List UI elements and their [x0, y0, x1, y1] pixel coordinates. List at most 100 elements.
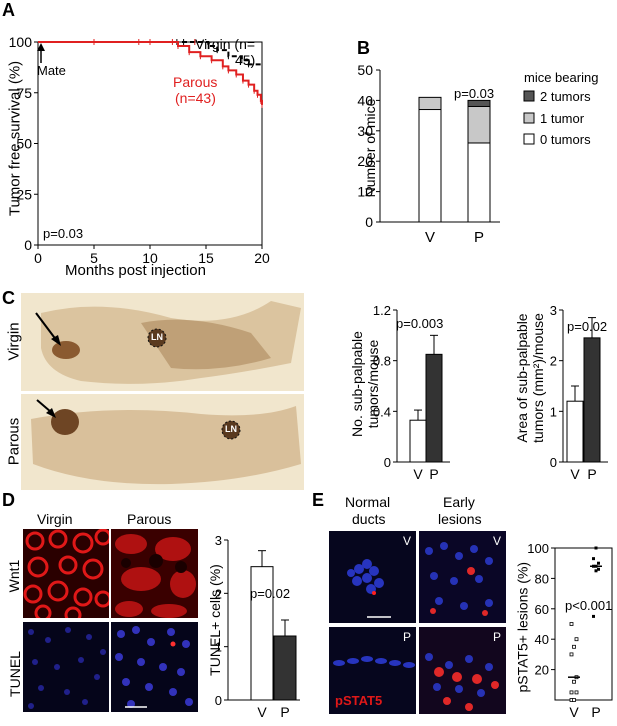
- legend-title: mice bearing: [524, 70, 599, 85]
- pstat5-y-tick-label: 20: [535, 663, 549, 678]
- mate-label: Mate: [37, 63, 66, 78]
- mice-pvalue: p=0.03: [454, 86, 495, 101]
- subpalpable-area-y-tick-label: 1: [550, 404, 557, 419]
- subpalpable-area-y-tick-label: 0: [550, 455, 557, 470]
- survival-x-axis-label: Months post injection: [65, 262, 206, 279]
- subpalpable-count-y-tick-label: 0: [384, 455, 391, 470]
- subpalpable-area-y-label-line2: tumors (mm²)/mouse: [530, 313, 546, 443]
- pstat5-point-p: [594, 569, 598, 573]
- legend-0-tumors: 0 tumors: [540, 132, 591, 147]
- parous-series-label: Parous: [173, 74, 218, 90]
- subpalpable-count-y-label-line2: tumors/mouse: [365, 339, 381, 429]
- subpalpable-count-pvalue: p=0.003: [396, 316, 444, 331]
- survival-x-tick-label: 0: [34, 250, 42, 266]
- col-label-early-1: Early: [443, 494, 475, 510]
- mice-x-tick-label: P: [474, 229, 484, 246]
- mice-bar-segment: [418, 109, 442, 223]
- panel-label-a: A: [2, 0, 15, 20]
- survival-axes-box: [37, 41, 263, 246]
- subpalpable-count-bar: [409, 419, 427, 463]
- mice-legend: [523, 90, 535, 145]
- virgin-series-label: Virgin (n=: [195, 36, 256, 52]
- legend-swatch-1-tumor: [523, 112, 535, 124]
- subpalpable-area-pvalue: p=0.02: [567, 319, 608, 334]
- survival-pvalue: p=0.03: [43, 226, 84, 241]
- pstat5-point-p: [594, 564, 598, 568]
- lymph-node-label-virgin: LN: [151, 332, 163, 342]
- subpalpable-area-bar: [583, 337, 601, 463]
- pstat5-y-tick-label: 60: [535, 602, 549, 617]
- pstat5-point-v: [572, 679, 576, 684]
- tunel-y-tick-label: 0: [215, 693, 222, 708]
- pstat5-x-tick-label: P: [591, 704, 600, 720]
- col-label-parous: Parous: [127, 511, 172, 527]
- pstat5-y-axis-label: pSTAT5+ lesions (%): [514, 561, 531, 693]
- subpalpable-area-y-tick-label: 2: [550, 354, 557, 369]
- pstat5-label: pSTAT5: [335, 693, 383, 708]
- col-label-virgin: Virgin: [37, 511, 73, 527]
- mice-bar-segment: [467, 99, 491, 107]
- pstat5-point-v: [572, 644, 576, 649]
- survival-y-axis-label: Tumor free survival (%): [6, 60, 24, 217]
- pstat5-point-v: [569, 622, 574, 626]
- subpalpable-area-y-label-line1: Area of sub-palpable: [514, 313, 530, 443]
- col-label-normal-2: ducts: [352, 511, 386, 527]
- tunel-y-tick-label: 3: [215, 533, 222, 548]
- pstat5-point-v: [569, 690, 574, 695]
- subpalpable-area-x-tick-label: V: [570, 466, 580, 482]
- survival-y-tick-label: 100: [9, 34, 33, 50]
- arrow-icon: [35, 312, 61, 346]
- pstat5-point-v: [569, 652, 574, 657]
- mice-y-tick-label: 0: [365, 214, 373, 230]
- mate-arrow-icon: [37, 43, 45, 63]
- pstat5-point-v: [569, 698, 574, 702]
- pstat5-pvalue: p<0.001: [565, 598, 613, 613]
- pstat5-point-p: [592, 564, 595, 568]
- whole-mount-virgin-image: LN: [21, 293, 304, 391]
- wnt1-parous-image: [111, 529, 198, 618]
- col-label-early-2: lesions: [438, 511, 482, 527]
- panel-label-e: E: [312, 490, 325, 510]
- pstat5-y-tick-label: 100: [527, 541, 549, 556]
- row-label-parous: Parous: [5, 417, 23, 466]
- mice-x-tick-label: V: [425, 229, 435, 246]
- whole-mount-parous-image: LN: [21, 394, 304, 490]
- panel-label-d: D: [2, 490, 15, 510]
- pstat5-point-v: [574, 675, 579, 680]
- pstat5-point-p: [594, 546, 598, 550]
- subpalpable-count-y-label-line1: No. sub-palpable: [349, 331, 365, 437]
- panel-label-b: B: [357, 38, 370, 58]
- row-label-tunel: TUNEL: [7, 651, 23, 697]
- tunel-parous-image: [111, 622, 198, 712]
- tunel-y-axis-label: TUNEL+ cells (%): [207, 564, 223, 676]
- subpalpable-area-x-tick-label: P: [587, 466, 596, 482]
- tunel-x-tick-label: P: [280, 704, 289, 720]
- subpalpable-count-y-tick-label: 1.2: [373, 303, 391, 318]
- pstat5-y-tick-label: 80: [535, 571, 549, 586]
- tag-p-normal: P: [403, 630, 412, 644]
- tunel-bar: [273, 635, 297, 701]
- early-lesions-parous-image: P: [419, 627, 506, 714]
- legend-swatch-2-tumors: [523, 90, 535, 102]
- arrow-icon: [36, 399, 56, 418]
- row-label-wnt1: Wnt1: [6, 559, 22, 593]
- virgin-series-n: 45): [235, 52, 256, 68]
- wnt1-virgin-image: [23, 529, 109, 618]
- subpalpable-count-y-label: No. sub-palpable tumors/mouse: [349, 319, 381, 449]
- normal-ducts-virgin-image: V: [329, 531, 416, 623]
- early-lesions-virgin-image: V: [419, 531, 506, 623]
- legend-2-tumors: 2 tumors: [540, 89, 591, 104]
- subpalpable-count-x-tick-label: P: [429, 466, 438, 482]
- pstat5-axes-box: [554, 547, 613, 701]
- lymph-node-label-parous: LN: [225, 424, 237, 434]
- pstat5-point-v: [574, 637, 579, 642]
- mice-y-axis-label: Number of mice: [362, 98, 378, 198]
- tag-p-early: P: [493, 630, 502, 644]
- subpalpable-area-bar: [566, 400, 584, 463]
- pstat5-point-p: [597, 567, 600, 571]
- col-label-normal-1: Normal: [345, 494, 391, 510]
- mice-y-tick-label: 50: [357, 62, 373, 78]
- row-label-virgin: Virgin: [5, 322, 23, 361]
- legend-swatch-0-tumors: [523, 133, 535, 145]
